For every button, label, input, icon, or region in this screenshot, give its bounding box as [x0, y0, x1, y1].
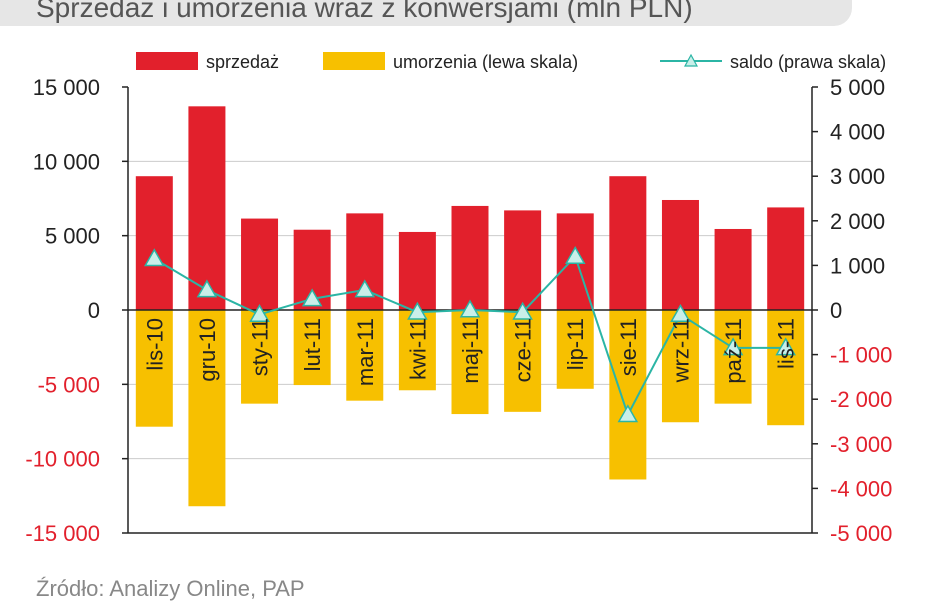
bar-sales [661, 199, 699, 310]
balance-point [301, 288, 323, 307]
bar-redemptions [241, 310, 279, 404]
y-left-tick-label: -5 000 [38, 372, 100, 397]
y-right-tick-label: 4 000 [830, 120, 885, 145]
bar-sales [188, 106, 226, 311]
bar-sales [767, 207, 805, 310]
y-right-tick-label: -3 000 [830, 432, 892, 457]
bar-redemptions [556, 310, 594, 389]
category-label: mar-11 [353, 318, 378, 386]
legend-label-balance: saldo (prawa skala) [730, 52, 886, 72]
balance-point [617, 404, 639, 423]
bar-sales [135, 176, 173, 310]
balance-point [670, 303, 691, 322]
legend-marker-balance [683, 53, 699, 67]
balance-point [354, 279, 376, 298]
bar-redemptions [346, 310, 384, 401]
y-right-tick-label: 1 000 [830, 253, 885, 278]
chart-title: Sprzedaż i umorzenia wraz z konwersjami … [36, 0, 693, 23]
category-label: lis-11 [774, 318, 799, 369]
category-label: cze-11 [511, 318, 536, 382]
bar-redemptions [504, 310, 542, 412]
category-label: lis-10 [142, 318, 167, 371]
y-left-tick-label: 5 000 [45, 224, 100, 249]
chart-footer: Źródło: Analizy Online, PAP [36, 576, 305, 601]
balance-point [722, 337, 744, 356]
category-label: kwi-11 [405, 318, 430, 380]
category-labels: lis-10 gru-10 sty-11 lut-11 mar-11 kwi-11 maj-… [142, 318, 798, 386]
category-label: sie-11 [616, 318, 641, 376]
axes: 15 000 10 000 5 000 0 -5 000 -10 000 -15 000 5 … [25, 75, 892, 546]
y-left-tick-label: 0 [88, 298, 100, 323]
balance-point [512, 301, 533, 320]
legend-label-sales: sprzedaż [206, 52, 279, 72]
bar-sales [451, 205, 489, 310]
legend-label-redemptions: umorzenia (lewa skala) [393, 52, 578, 72]
category-label: sty-11 [248, 318, 273, 376]
bar-sales [504, 210, 542, 310]
bar-sales [241, 218, 279, 310]
category-label: wrz-11 [668, 318, 693, 383]
y-right-tick-label: -5 000 [830, 521, 892, 546]
balance-point [407, 301, 428, 320]
y-right-tick-label: 0 [830, 298, 842, 323]
legend: sprzedaż umorzenia (lewa skala) saldo (pra… [136, 52, 886, 72]
y-right-tick-label: -1 000 [830, 343, 892, 368]
bar-sales [714, 228, 752, 310]
bar-redemptions [767, 310, 805, 426]
category-label: lip-11 [563, 318, 588, 370]
balance-point [249, 303, 270, 322]
bar-redemptions [609, 310, 647, 480]
y-right-tick-label: -2 000 [830, 387, 892, 412]
y-right-tick-label: 3 000 [830, 164, 885, 189]
bar-sales [609, 176, 647, 310]
category-label: paź-11 [721, 318, 746, 384]
bars [135, 106, 805, 507]
y-left-tick-label: -10 000 [25, 447, 100, 472]
balance-line [144, 245, 796, 423]
balance-point [775, 337, 796, 356]
balance-point [196, 279, 218, 298]
bar-redemptions [398, 310, 436, 391]
y-left-tick-label: 15 000 [33, 75, 100, 100]
y-right-tick-label: 2 000 [830, 209, 885, 234]
y-left-tick-label: -15 000 [25, 521, 100, 546]
y-right-tick-label: 5 000 [830, 75, 885, 100]
y-right-tick-label: -4 000 [830, 476, 892, 501]
balance-point [564, 245, 586, 264]
bar-redemptions [135, 310, 173, 427]
legend-swatch-redemptions [323, 52, 385, 70]
legend-swatch-sales [136, 52, 198, 70]
bar-redemptions [451, 310, 489, 415]
y-left-tick-label: 10 000 [33, 149, 100, 174]
balance-point [144, 248, 165, 267]
category-label: maj-11 [458, 318, 483, 384]
bar-redemptions [188, 310, 226, 507]
bar-redemptions [661, 310, 699, 423]
title-bar [0, 0, 852, 26]
bar-sales [398, 231, 436, 310]
category-label: gru-10 [195, 318, 220, 382]
bar-redemptions [293, 310, 331, 386]
bar-redemptions [714, 310, 752, 404]
balance-point [459, 299, 481, 318]
category-label: lut-11 [300, 318, 325, 371]
